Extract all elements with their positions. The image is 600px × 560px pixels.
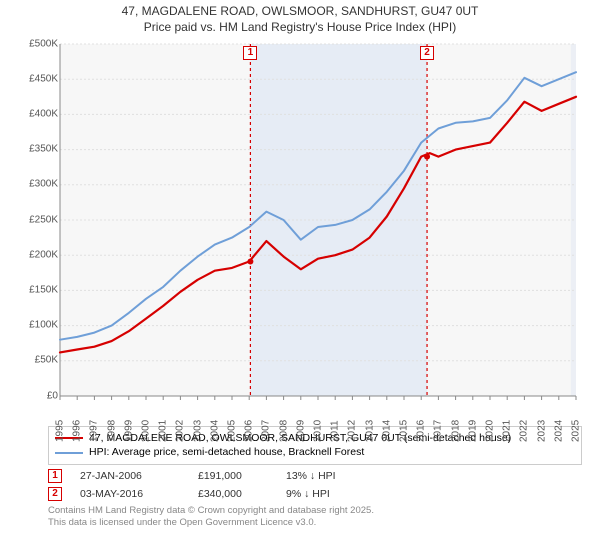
y-tick-label: £300K xyxy=(20,179,58,190)
x-tick-label: 2025 xyxy=(571,420,582,442)
x-tick-label: 2012 xyxy=(347,420,358,442)
marker-table: 1 27-JAN-2006 £191,000 13% ↓ HPI 2 03-MA… xyxy=(48,469,582,501)
x-tick-label: 2020 xyxy=(485,420,496,442)
x-tick-label: 1996 xyxy=(72,420,83,442)
x-tick-label: 2009 xyxy=(295,420,306,442)
x-tick-label: 2005 xyxy=(227,420,238,442)
marker-badge-2: 2 xyxy=(48,487,62,501)
y-tick-label: £150K xyxy=(20,284,58,295)
marker-delta: 9% ↓ HPI xyxy=(286,488,376,500)
marker-row: 1 27-JAN-2006 £191,000 13% ↓ HPI xyxy=(48,469,582,483)
x-tick-label: 2007 xyxy=(261,420,272,442)
marker-date: 27-JAN-2006 xyxy=(80,470,180,482)
x-tick-label: 2017 xyxy=(433,420,444,442)
chart-container: 47, MAGDALENE ROAD, OWLSMOOR, SANDHURST,… xyxy=(0,0,600,560)
x-tick-label: 1995 xyxy=(55,420,66,442)
chart-title-line2: Price paid vs. HM Land Registry's House … xyxy=(8,20,592,34)
legend-label: HPI: Average price, semi-detached house,… xyxy=(89,445,364,460)
x-tick-label: 2003 xyxy=(192,420,203,442)
x-tick-label: 2024 xyxy=(553,420,564,442)
y-tick-label: £350K xyxy=(20,144,58,155)
y-tick-label: £400K xyxy=(20,108,58,119)
x-tick-label: 2016 xyxy=(416,420,427,442)
footer: Contains HM Land Registry data © Crown c… xyxy=(48,505,582,530)
marker-price: £191,000 xyxy=(198,470,268,482)
x-tick-label: 1997 xyxy=(89,420,100,442)
x-tick-label: 2019 xyxy=(467,420,478,442)
x-tick-label: 2023 xyxy=(536,420,547,442)
x-tick-label: 2010 xyxy=(313,420,324,442)
x-tick-label: 2001 xyxy=(158,420,169,442)
marker-row: 2 03-MAY-2016 £340,000 9% ↓ HPI xyxy=(48,487,582,501)
marker-flag: 1 xyxy=(243,46,257,60)
marker-date: 03-MAY-2016 xyxy=(80,488,180,500)
chart-title-line1: 47, MAGDALENE ROAD, OWLSMOOR, SANDHURST,… xyxy=(8,4,592,20)
y-tick-label: £100K xyxy=(20,320,58,331)
x-tick-label: 2013 xyxy=(364,420,375,442)
x-tick-label: 2000 xyxy=(141,420,152,442)
y-tick-label: £0 xyxy=(20,390,58,401)
y-tick-label: £200K xyxy=(20,249,58,260)
x-tick-label: 2018 xyxy=(450,420,461,442)
x-tick-label: 2014 xyxy=(381,420,392,442)
footer-line1: Contains HM Land Registry data © Crown c… xyxy=(48,505,582,517)
marker-price: £340,000 xyxy=(198,488,268,500)
legend-swatch-hpi xyxy=(55,452,83,454)
marker-flag: 2 xyxy=(420,46,434,60)
marker-delta: 13% ↓ HPI xyxy=(286,470,376,482)
x-tick-label: 2002 xyxy=(175,420,186,442)
x-tick-label: 2021 xyxy=(502,420,513,442)
legend-item: HPI: Average price, semi-detached house,… xyxy=(55,445,575,460)
x-tick-label: 2022 xyxy=(519,420,530,442)
x-tick-label: 2015 xyxy=(399,420,410,442)
x-tick-label: 1999 xyxy=(123,420,134,442)
y-tick-label: £450K xyxy=(20,73,58,84)
marker-badge-1: 1 xyxy=(48,469,62,483)
y-tick-label: £250K xyxy=(20,214,58,225)
plot-svg xyxy=(20,40,580,420)
x-tick-label: 2011 xyxy=(330,420,341,442)
chart-area: £0 £50K £100K £150K £200K £250K £300K £350K £400… xyxy=(20,40,580,420)
x-tick-label: 2006 xyxy=(244,420,255,442)
x-tick-label: 2008 xyxy=(278,420,289,442)
x-tick-label: 1998 xyxy=(106,420,117,442)
y-tick-label: £500K xyxy=(20,38,58,49)
footer-line2: This data is licensed under the Open Gov… xyxy=(48,517,582,529)
x-tick-label: 2004 xyxy=(209,420,220,442)
y-tick-label: £50K xyxy=(20,355,58,366)
